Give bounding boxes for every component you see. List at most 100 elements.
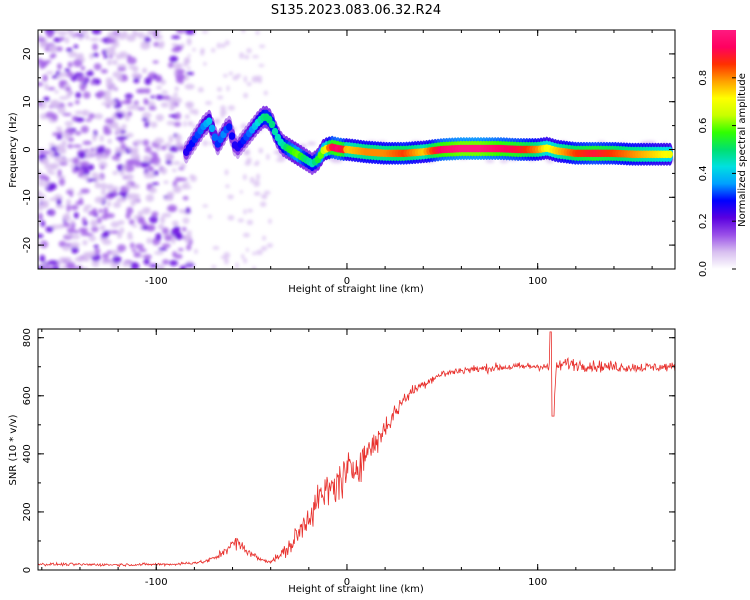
spectrogram-noise-blob — [160, 102, 169, 108]
spectrogram-noise-blob — [157, 42, 165, 49]
spectrogram-noise-blob — [266, 243, 274, 248]
colorbar-tick-label: 0.6 — [698, 118, 709, 134]
spectrogram-noise-blob — [243, 258, 248, 264]
spectrogram-noise-blob — [187, 66, 191, 70]
spectrogram-noise-blob — [183, 120, 187, 127]
spectrogram-noise-blob — [143, 99, 150, 105]
spectrogram-noise-blob — [185, 101, 194, 110]
spectrogram-noise-blob — [201, 30, 209, 34]
spectrogram-noise-blob — [245, 247, 249, 252]
spectrogram-noise-blob — [144, 121, 150, 128]
colorbar-label: Normalized spectral amplitude — [737, 73, 748, 227]
spectrogram-noise-blob — [150, 95, 155, 99]
spectrogram-noise-blob — [137, 88, 147, 94]
spectrogram-noise-blob — [175, 69, 186, 74]
spectrogram-noise-blob — [172, 185, 182, 194]
spectrogram-noise-blob — [132, 65, 139, 73]
spectrogram-noise-blob — [45, 71, 54, 75]
spectrogram-noise-blob — [145, 194, 155, 202]
spectrogram-noise-blob — [183, 185, 192, 190]
spectrogram-noise-blob — [169, 103, 176, 109]
spectrogram-noise-blob — [111, 155, 120, 161]
spectrogram-noise-blob — [120, 51, 128, 59]
spectrogram-noise-blob — [72, 59, 83, 68]
spectrogram-noise-blob — [184, 114, 190, 119]
spectrogram-noise-blob — [107, 138, 112, 144]
spectrogram-noise-blob — [127, 235, 134, 240]
spectrogram-noise-blob — [49, 99, 60, 107]
spectrogram-noise-blob — [96, 146, 106, 154]
snr-y-tick-label: 0 — [22, 567, 33, 573]
spectrogram-ridge-mark — [208, 124, 216, 133]
colorbar-ticks: 0.0 0.2 0.4 0.6 0.8 — [698, 70, 736, 277]
spectrogram-noise-blob — [128, 219, 135, 225]
spectrogram-noise-blob — [164, 152, 175, 161]
spectrogram-noise-blob — [200, 49, 205, 56]
spectrogram-y-tick-label: 20 — [22, 48, 33, 61]
spectrogram-noise-blob — [45, 59, 52, 64]
spectrogram-noise-blob — [189, 109, 196, 114]
spectrogram-noise-blob — [100, 182, 108, 190]
spectrogram-noise-blob — [190, 175, 197, 182]
spectrogram-noise-blob — [72, 157, 80, 165]
spectrogram-noise-blob — [86, 251, 97, 257]
spectrogram-noise-blob — [84, 148, 90, 153]
spectrogram-noise-blob — [80, 65, 86, 71]
spectrogram-noise-blob — [182, 196, 189, 201]
spectrogram-noise-blob — [124, 93, 134, 100]
spectrogram-noise-blob — [152, 60, 159, 64]
spectrogram-noise-blob — [217, 95, 224, 100]
spectrogram-noise-blob — [91, 30, 102, 35]
spectrogram-noise-blob — [74, 131, 82, 136]
spectrogram-noise-blob — [124, 164, 135, 173]
spectrogram-noise-blob — [85, 34, 90, 40]
spectrogram-noise-blob — [58, 96, 69, 100]
spectrogram-noise-blob — [101, 253, 110, 259]
spectrogram-noise-blob — [64, 36, 70, 44]
spectrogram-noise-blob — [58, 72, 68, 78]
spectrogram-y-axis-label: Frequency (Hz) — [8, 112, 19, 188]
spectrogram-noise-blob — [111, 114, 118, 120]
spectrogram-noise-blob — [187, 121, 194, 127]
spectrogram-noise-blob — [223, 74, 228, 78]
spectrogram-noise-blob — [140, 42, 150, 50]
spectrogram-noise-blob — [82, 140, 92, 146]
spectrogram-noise-blob — [268, 218, 272, 224]
spectrogram-noise-blob — [331, 159, 343, 164]
spectrogram-noise-blob — [106, 200, 112, 207]
spectrogram-noise-blob — [117, 66, 127, 72]
spectrogram-noise-blob — [134, 160, 141, 168]
spectrogram-noise-blob — [120, 143, 127, 150]
spectrogram-noise-blob — [85, 151, 95, 156]
spectrogram-x-axis-label: Height of straight line (km) — [288, 284, 424, 295]
spectrogram-noise-blob — [129, 242, 135, 249]
spectrogram-noise-blob — [243, 209, 247, 215]
spectrogram-noise-blob — [49, 150, 54, 159]
spectrogram-noise-blob — [101, 261, 111, 265]
spectrogram-noise-blob — [175, 141, 182, 148]
spectrogram-noise-blob — [67, 30, 74, 35]
spectrogram-noise-blob — [133, 193, 141, 200]
spectrogram-noise-blob — [80, 228, 87, 237]
spectrogram-noise-blob — [216, 42, 222, 49]
spectrogram-noise-blob — [43, 159, 48, 165]
snr-x-axis-label: Height of straight line (km) — [288, 584, 424, 595]
spectrogram-noise-blob — [184, 83, 195, 90]
spectrogram-noise-blob — [187, 54, 191, 58]
spectrogram-noise-blob — [115, 126, 121, 134]
spectrogram-noise-blob — [94, 196, 105, 204]
spectrogram-noise-blob — [55, 126, 63, 132]
spectrogram-noise-blob — [105, 77, 113, 83]
spectrogram-noise-blob — [141, 207, 151, 215]
spectrogram-noise-blob — [144, 146, 152, 153]
spectrogram-noise-blob — [57, 169, 62, 177]
spectrogram-noise-blob — [224, 169, 229, 176]
spectrogram-noise-blob — [95, 154, 102, 161]
spectrogram-noise-blob — [78, 168, 84, 175]
spectrogram-noise-blob — [101, 214, 109, 220]
spectrogram-noise-blob — [156, 85, 162, 90]
spectrogram-noise-blob — [254, 192, 259, 196]
spectrogram-noise-blob — [56, 134, 63, 140]
spectrogram-noise-blob — [39, 254, 46, 263]
spectrogram-noise-blob — [75, 92, 82, 99]
